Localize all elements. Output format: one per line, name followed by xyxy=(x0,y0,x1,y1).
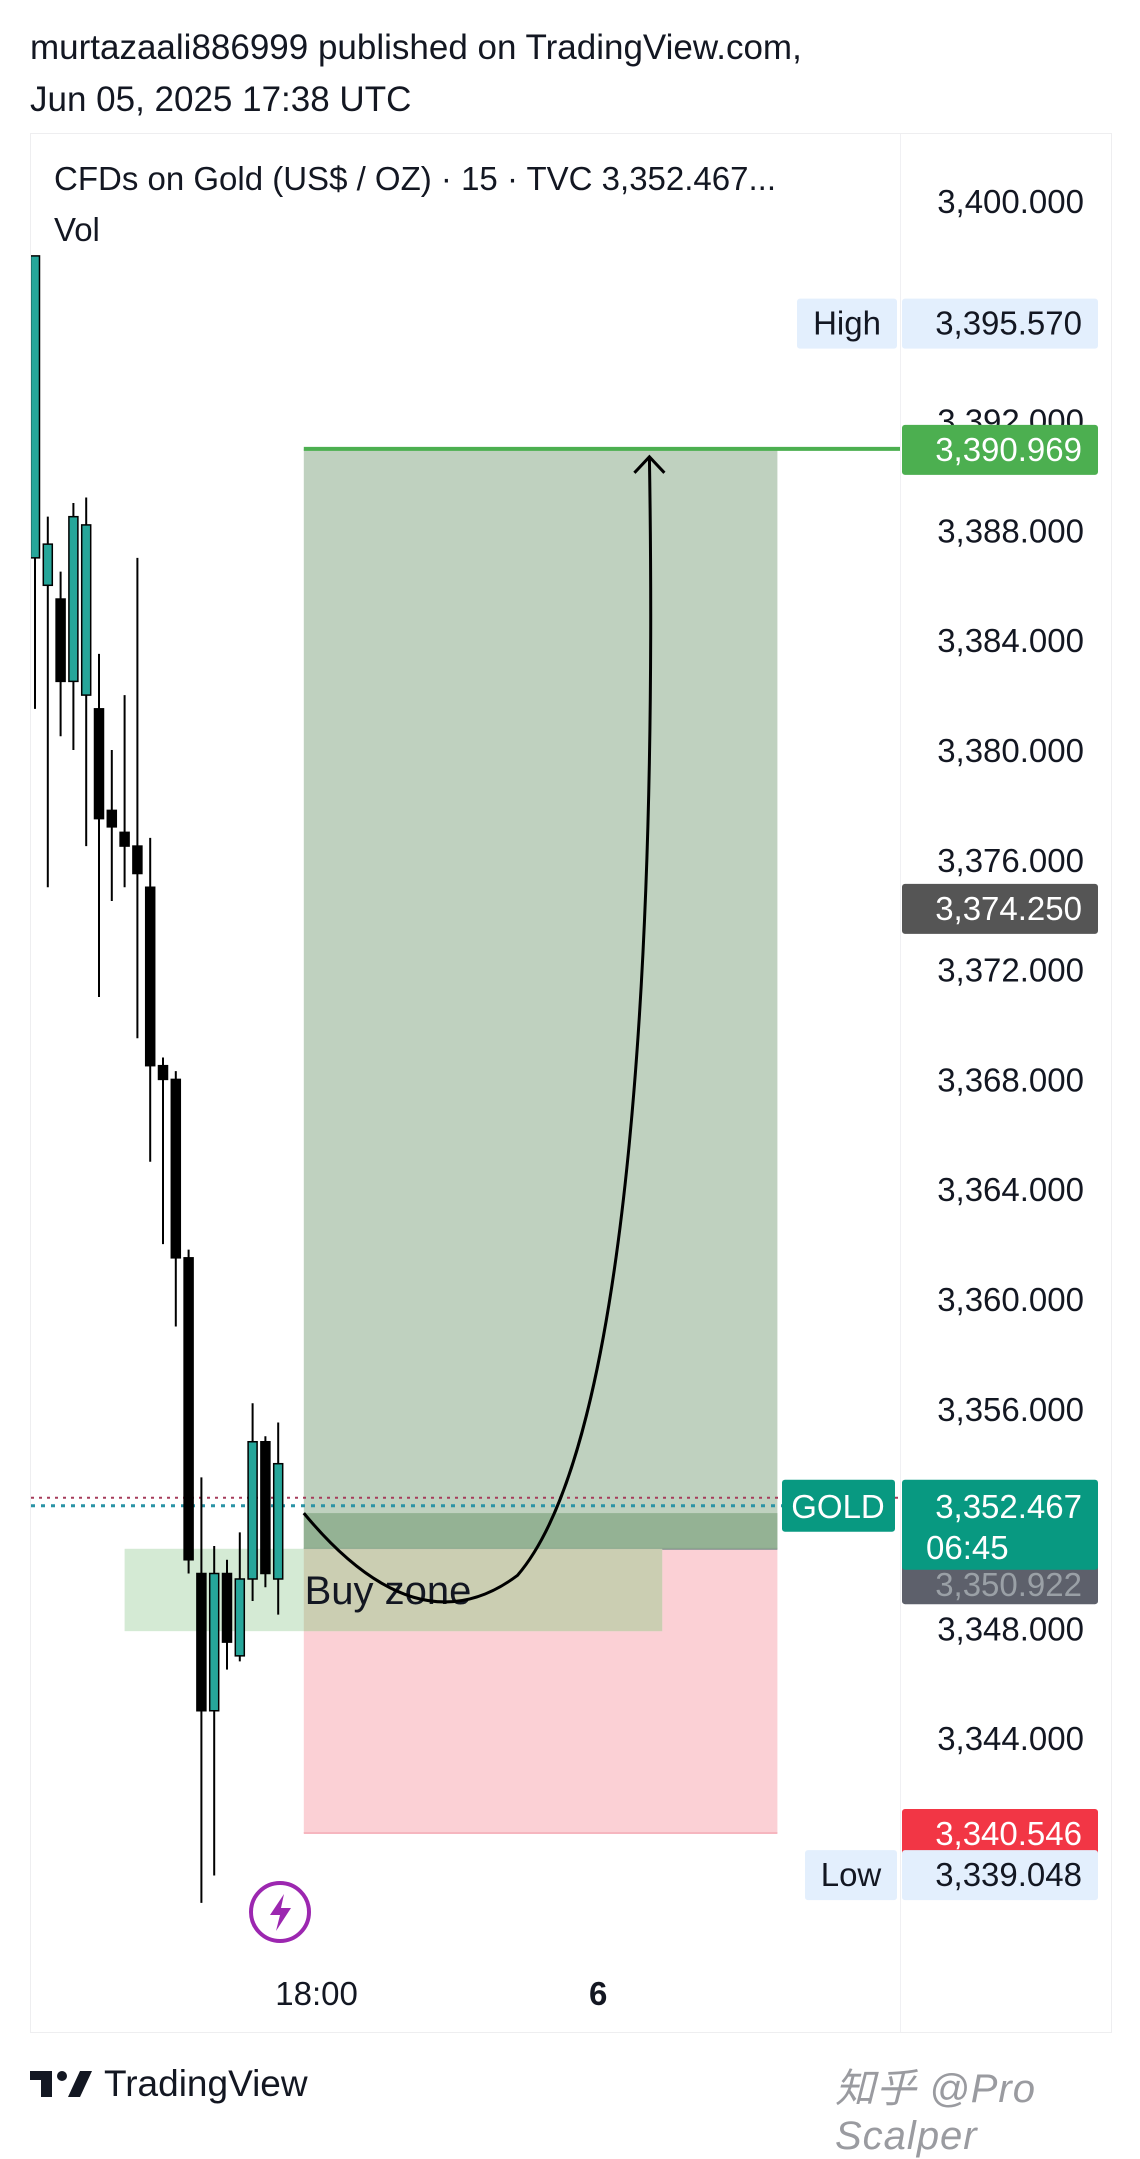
projection-arrowhead xyxy=(633,454,666,474)
volume-legend[interactable]: Vol xyxy=(54,211,100,248)
candle-body xyxy=(42,543,54,587)
buy-zone-overlap xyxy=(303,1548,663,1632)
entry-price-tag-value: 3,350.922 xyxy=(935,1566,1082,1603)
publish-date: Jun 05, 2025 17:38 UTC xyxy=(30,80,412,119)
candle-10 xyxy=(144,837,156,1162)
tradingview-logo-icon xyxy=(30,2069,92,2099)
candle-1 xyxy=(31,255,41,709)
profit-zone xyxy=(303,448,778,1549)
candle-19 xyxy=(260,1436,271,1588)
candle-body xyxy=(68,515,79,683)
symbol-tag: GOLD xyxy=(791,1488,885,1525)
lightning-icon[interactable] xyxy=(249,1881,311,1943)
candle-15 xyxy=(208,1546,220,1876)
candle-8 xyxy=(119,695,130,888)
current-price-value: 3,352.467 xyxy=(935,1488,1082,1525)
candle-7 xyxy=(106,750,118,901)
prev-close-tag-bg xyxy=(902,883,1098,934)
target-price-tag-bg xyxy=(902,424,1098,475)
high-caption-bg xyxy=(797,298,897,349)
candle-body xyxy=(170,1078,182,1259)
candle-12 xyxy=(170,1071,182,1327)
candle-body xyxy=(93,708,105,820)
y-tick-label: 3,400.000 xyxy=(937,183,1084,220)
candle-body xyxy=(196,1572,207,1712)
low-caption-bg xyxy=(805,1850,897,1901)
candle-9 xyxy=(132,557,143,1039)
candle-14 xyxy=(196,1477,207,1903)
candle-body xyxy=(221,1572,233,1643)
low-price-tag-bg xyxy=(902,1850,1098,1901)
y-tick-label: 3,380.000 xyxy=(937,732,1084,769)
time-axis: 18:00 6 06:0 xyxy=(275,1975,963,2012)
x-tick-label: 6 xyxy=(589,1975,607,2012)
y-tick-label: 3,388.000 xyxy=(937,512,1084,549)
high-caption: High xyxy=(813,305,881,342)
high-price-tag-bg xyxy=(902,298,1098,349)
candle-body xyxy=(234,1578,246,1657)
tradingview-brand: TradingView xyxy=(104,2063,308,2104)
stop-price-tag-value: 3,340.546 xyxy=(935,1815,1082,1852)
candle-body xyxy=(260,1440,271,1575)
candle-3 xyxy=(55,571,66,737)
symbol-legend[interactable]: CFDs on Gold (US$ / OZ) · 15 · TVC 3,352… xyxy=(54,160,776,197)
publisher-line: murtazaali886999 published on TradingVie… xyxy=(30,28,802,67)
candle-body xyxy=(208,1572,220,1712)
candle-body xyxy=(157,1064,169,1081)
entry-price-tag-bg xyxy=(902,1560,1098,1605)
publisher-info: murtazaali886999 published on TradingVie… xyxy=(30,22,802,126)
candle-body xyxy=(183,1257,194,1561)
candle-body xyxy=(132,845,143,875)
low-price-tag-value: 3,339.048 xyxy=(935,1856,1082,1893)
plot-area: Buy zone xyxy=(31,255,900,1903)
y-tick-label: 3,348.000 xyxy=(937,1610,1084,1647)
candle-body xyxy=(31,255,41,559)
candle-20 xyxy=(272,1422,284,1615)
watermark: 知乎 @Pro Scalper xyxy=(835,2067,1036,2158)
price-scale-separator xyxy=(900,134,901,2032)
candle-16 xyxy=(221,1559,233,1670)
candle-6 xyxy=(93,653,105,998)
candle-11 xyxy=(157,1057,169,1245)
candle-body xyxy=(55,598,66,683)
candle-body xyxy=(272,1462,284,1580)
buy-zone-label: Buy zone xyxy=(305,1569,472,1613)
candle-2 xyxy=(42,516,54,888)
high-price-tag-value: 3,395.570 xyxy=(935,305,1082,342)
y-tick-label: 3,372.000 xyxy=(937,952,1084,989)
y-tick-label: 3,344.000 xyxy=(937,1720,1084,1757)
candle-4 xyxy=(68,502,79,750)
projection-path xyxy=(302,456,653,1604)
lightning-icon-bolt xyxy=(270,1894,291,1931)
candle-body xyxy=(247,1440,258,1580)
candle-17 xyxy=(234,1532,246,1662)
y-tick-label: 3,356.000 xyxy=(937,1391,1084,1428)
bar-countdown: 06:45 xyxy=(926,1529,1009,1566)
y-tick-label: 3,376.000 xyxy=(937,842,1084,879)
candle-body xyxy=(144,886,156,1067)
price-axis: 3,400.0003,396.0003,392.0003,388.0003,38… xyxy=(782,183,1098,1901)
y-tick-label: 3,364.000 xyxy=(937,1171,1084,1208)
candle-body xyxy=(80,524,92,696)
low-caption: Low xyxy=(821,1856,882,1893)
current-price-tag-bg xyxy=(902,1479,1098,1570)
candle-13 xyxy=(183,1249,194,1574)
y-tick-label: 3,360.000 xyxy=(937,1281,1084,1318)
target-price-tag-value: 3,390.969 xyxy=(935,431,1082,468)
prev-close-tag-value: 3,374.250 xyxy=(935,890,1082,927)
candle-5 xyxy=(80,497,92,847)
candle-body xyxy=(119,831,130,847)
tradingview-logo[interactable]: TradingView xyxy=(30,2058,308,2110)
candle-18 xyxy=(247,1403,258,1601)
y-tick-label: 3,384.000 xyxy=(937,622,1084,659)
symbol-tag-bg xyxy=(782,1479,895,1532)
x-tick-label: 18:00 xyxy=(275,1975,358,2012)
candle-body xyxy=(106,809,118,828)
y-tick-label: 3,368.000 xyxy=(937,1061,1084,1098)
stop-price-tag-bg xyxy=(902,1809,1098,1860)
x-tick-label: 06:0 xyxy=(899,1975,963,2012)
chart-frame xyxy=(30,133,1112,2033)
